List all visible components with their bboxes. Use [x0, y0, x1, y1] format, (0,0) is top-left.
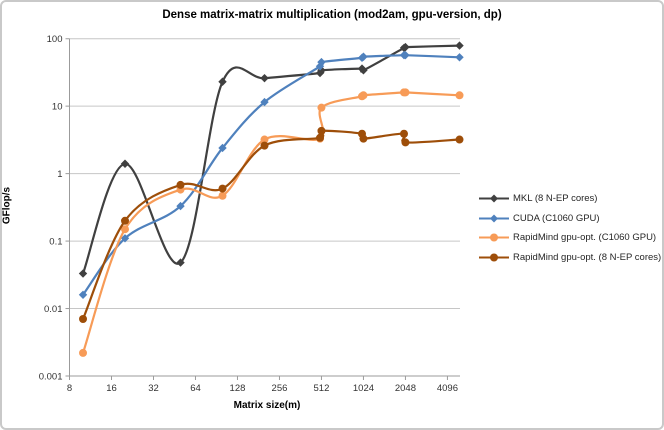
circle-marker-swatch-icon — [479, 233, 509, 242]
diamond-marker-swatch-icon — [479, 214, 509, 223]
data-point-marker — [260, 97, 269, 107]
legend: MKL (8 N-EP cores) CUDA (C1060 GPU) RapidM… — [479, 189, 661, 267]
data-point-marker — [79, 314, 88, 323]
data-point-marker — [401, 42, 410, 52]
diamond-marker-swatch-icon — [479, 194, 509, 203]
data-point-marker — [260, 73, 269, 83]
circle-marker-swatch-icon — [479, 253, 509, 262]
data-point-marker — [317, 103, 326, 112]
legend-item: MKL (8 N-EP cores) — [479, 189, 661, 209]
x-tick-label: 2048 — [395, 383, 416, 394]
y-tick-label: 1 — [57, 169, 62, 180]
data-point-marker — [78, 290, 88, 299]
data-point-marker — [260, 135, 269, 144]
data-point-marker — [121, 216, 130, 225]
legend-label: RapidMind gpu-opt. (8 N-EP cores) — [513, 251, 662, 263]
x-tick-label: 1024 — [353, 383, 374, 394]
y-tick-label: 10 — [52, 102, 63, 113]
data-point-marker — [317, 66, 326, 75]
data-point-marker — [401, 88, 410, 97]
data-point-marker — [120, 159, 130, 168]
data-point-marker — [176, 258, 185, 267]
data-point-marker — [176, 180, 185, 189]
data-point-marker — [317, 126, 326, 135]
data-point-marker — [401, 50, 410, 60]
data-point-marker — [359, 134, 368, 143]
data-point-marker — [400, 129, 409, 138]
data-point-marker — [316, 133, 325, 142]
data-point-marker — [359, 91, 368, 100]
data-point-marker — [359, 66, 368, 75]
y-tick-label: 0.1 — [49, 237, 62, 248]
legend-label: RapidMind gpu-opt. (C1060 GPU) — [513, 232, 657, 244]
legend-item: RapidMind gpu-opt. (8 N-EP cores) — [479, 248, 661, 268]
series-line — [81, 44, 461, 275]
data-point-marker — [218, 143, 227, 153]
y-tick-label: 0.001 — [39, 372, 63, 383]
data-point-marker — [176, 201, 185, 211]
data-point-marker — [315, 62, 325, 71]
data-point-marker — [359, 52, 368, 61]
x-tick-label: 64 — [190, 383, 201, 394]
data-point-marker — [78, 269, 88, 278]
legend-label: CUDA (C1060 GPU) — [513, 212, 600, 224]
x-tick-label: 16 — [106, 383, 117, 394]
data-point-marker — [218, 184, 227, 193]
data-point-marker — [120, 234, 130, 243]
x-tick-label: 256 — [272, 383, 288, 394]
x-tick-label: 128 — [230, 383, 246, 394]
x-tick-label: 8 — [67, 383, 72, 394]
chart-title: Dense matrix-matrix multiplication (mod2… — [162, 9, 502, 21]
x-tick-label: 512 — [314, 383, 330, 394]
data-point-marker — [317, 57, 326, 67]
data-point-marker — [401, 138, 410, 147]
data-point-marker — [121, 225, 130, 234]
series-line — [81, 129, 461, 321]
data-point-marker — [218, 77, 227, 86]
data-point-marker — [455, 41, 464, 50]
legend-label: MKL (8 N-EP cores) — [513, 193, 598, 205]
data-point-marker — [218, 191, 227, 200]
legend-item: RapidMind gpu-opt. (C1060 GPU) — [479, 228, 661, 248]
x-axis-title: Matrix size(m) — [233, 400, 301, 411]
y-tick-label: 0.01 — [44, 304, 63, 315]
y-tick-label: 100 — [47, 34, 63, 45]
data-point-marker — [455, 91, 464, 100]
data-point-marker — [455, 135, 464, 144]
data-point-marker — [455, 53, 464, 62]
data-point-marker — [260, 141, 269, 150]
data-point-marker — [79, 348, 88, 357]
x-tick-label: 32 — [148, 383, 159, 394]
x-tick-label: 4096 — [437, 383, 458, 394]
legend-item: CUDA (C1060 GPU) — [479, 209, 661, 229]
